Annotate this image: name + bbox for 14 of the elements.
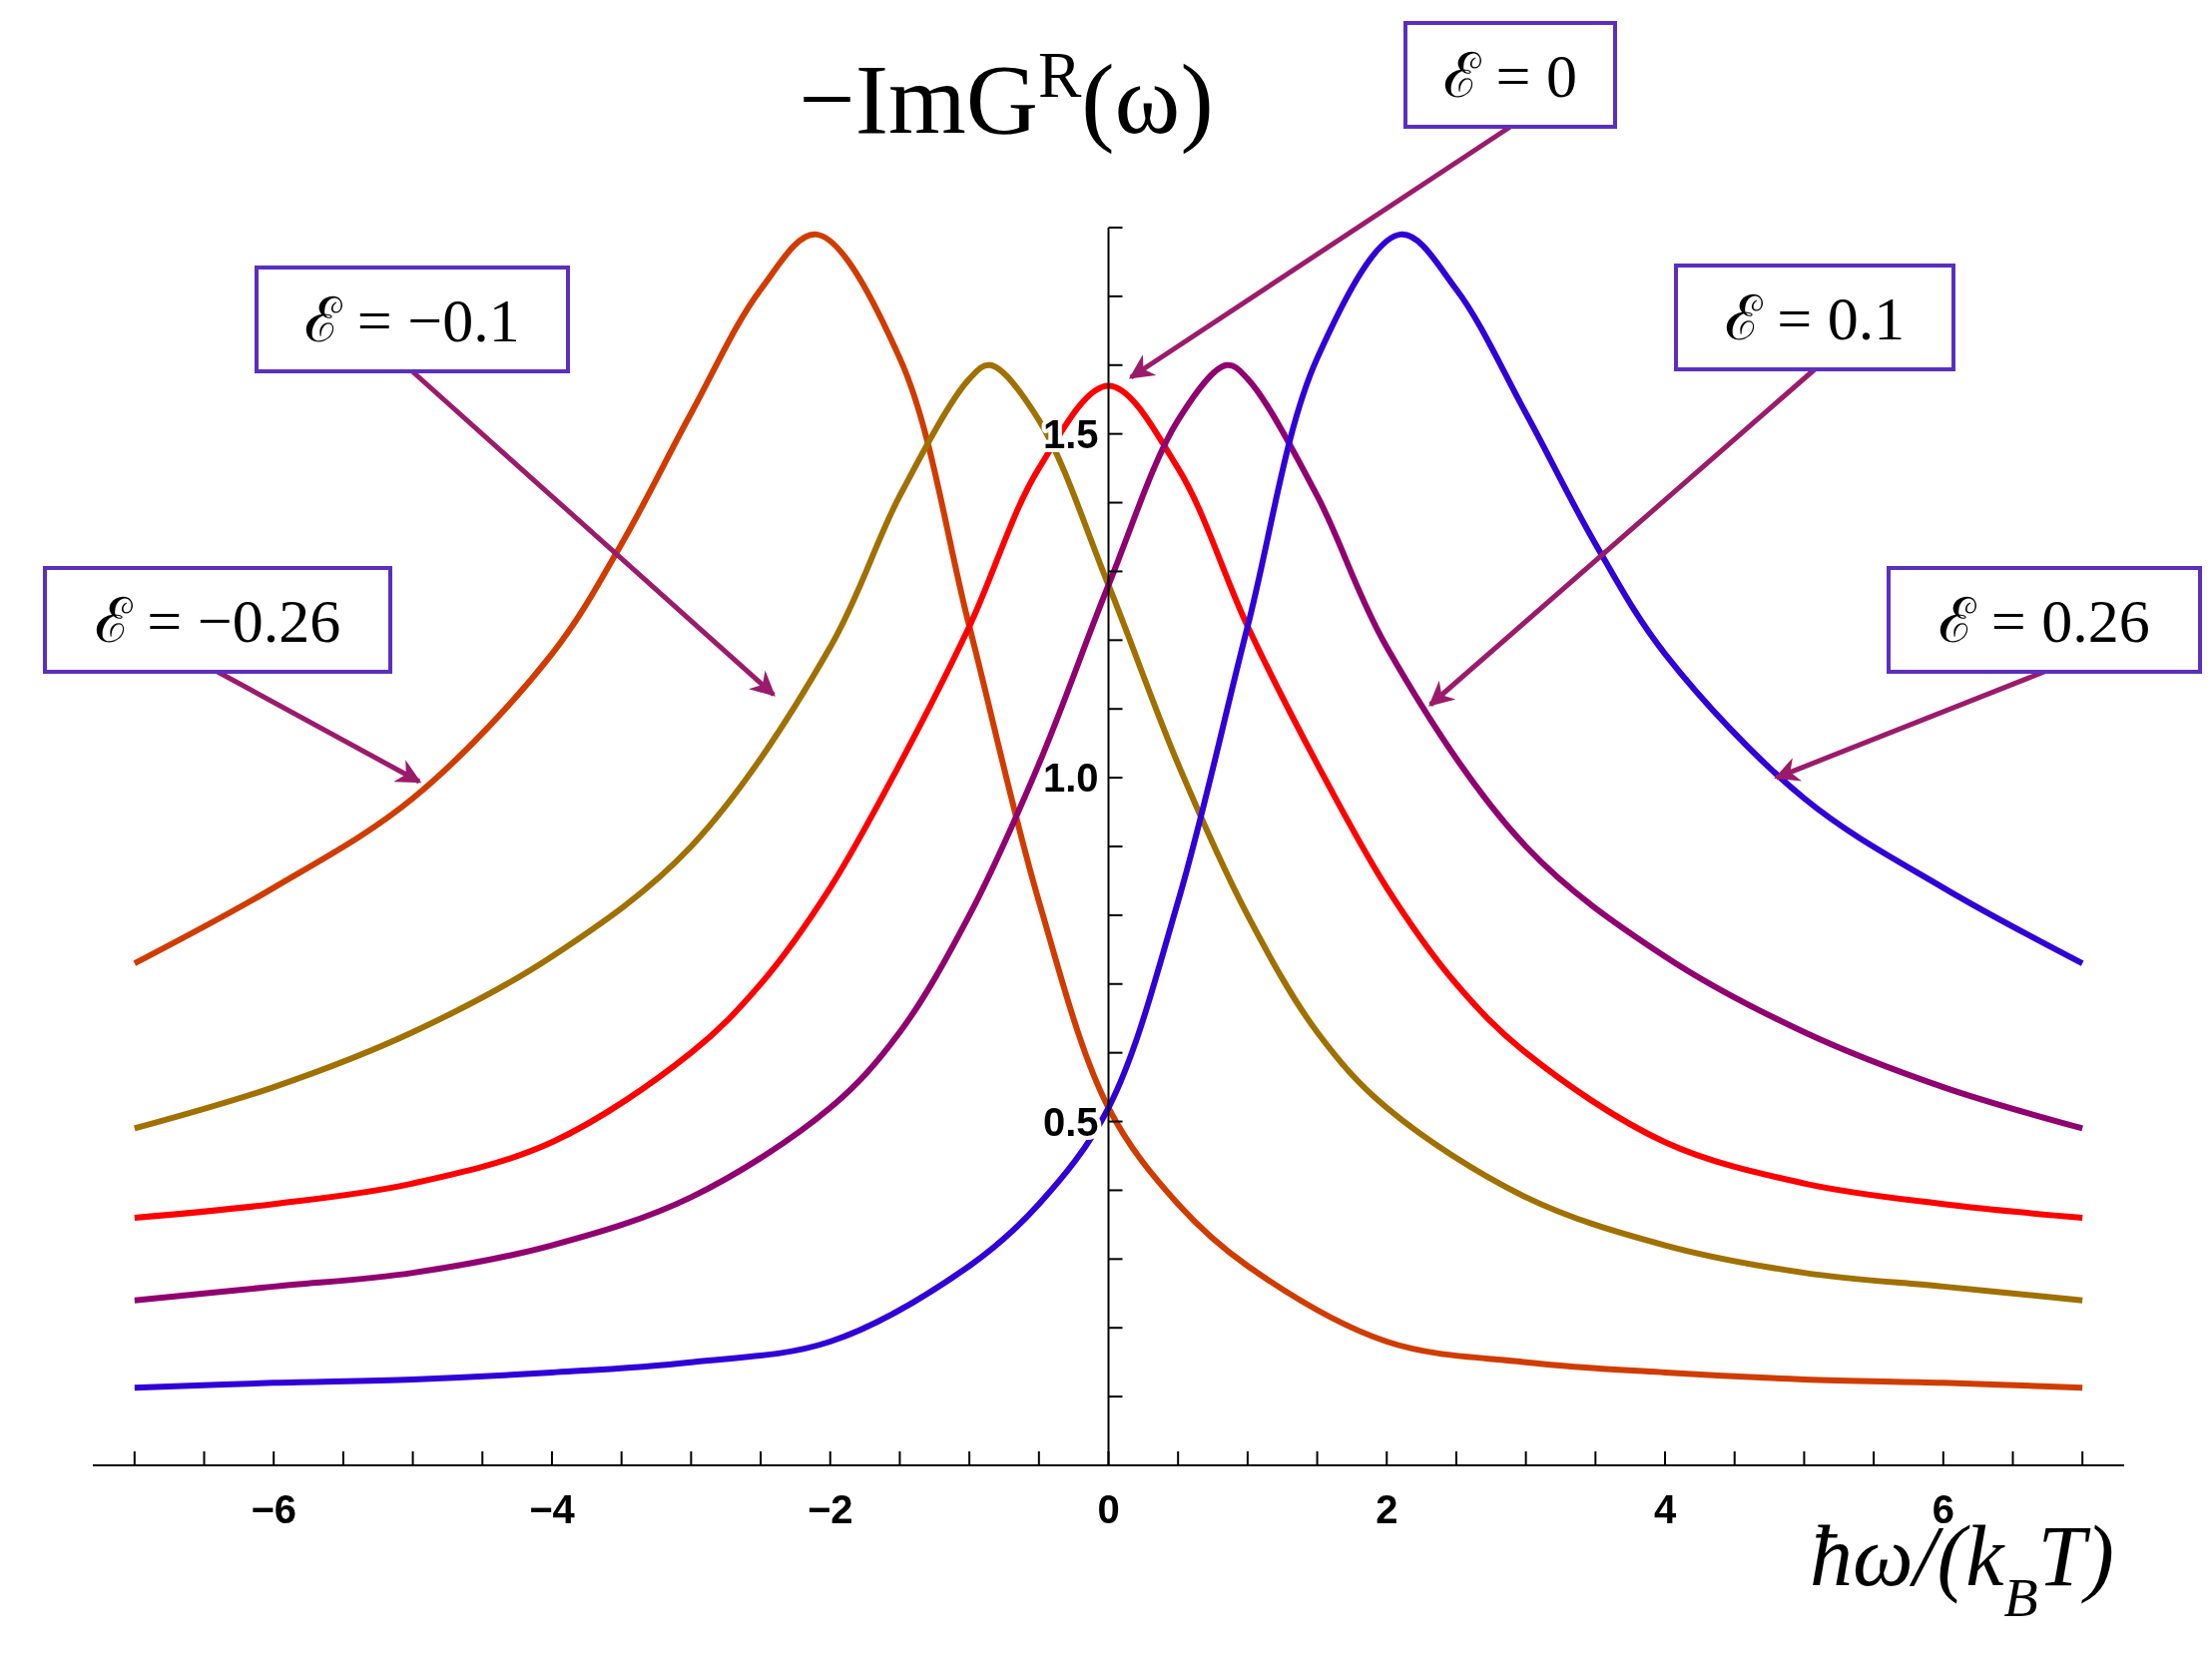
y-tick-label: 1.0 <box>1042 756 1099 801</box>
x-tick-label: −6 <box>251 1487 296 1531</box>
x-tick-label: 0 <box>1097 1487 1120 1531</box>
chart-title: −ImG$^{R}$(ω) <box>799 39 1214 155</box>
annotation: ℰ = 0.26 <box>1938 587 2150 655</box>
y-tick-label: 0.5 <box>1042 1099 1099 1144</box>
annotation: ℰ = −0.1 <box>304 286 520 354</box>
x-tick-label: −2 <box>807 1487 853 1531</box>
x-tick-label: 2 <box>1376 1487 1398 1531</box>
x-tick-label: −4 <box>529 1487 576 1531</box>
x-tick-label: 4 <box>1653 1487 1677 1531</box>
annotation: ℰ = 0.1 <box>1724 284 1906 352</box>
annotation: ℰ = −0.26 <box>94 587 341 655</box>
text: ℰ = 0 <box>1443 42 1577 110</box>
